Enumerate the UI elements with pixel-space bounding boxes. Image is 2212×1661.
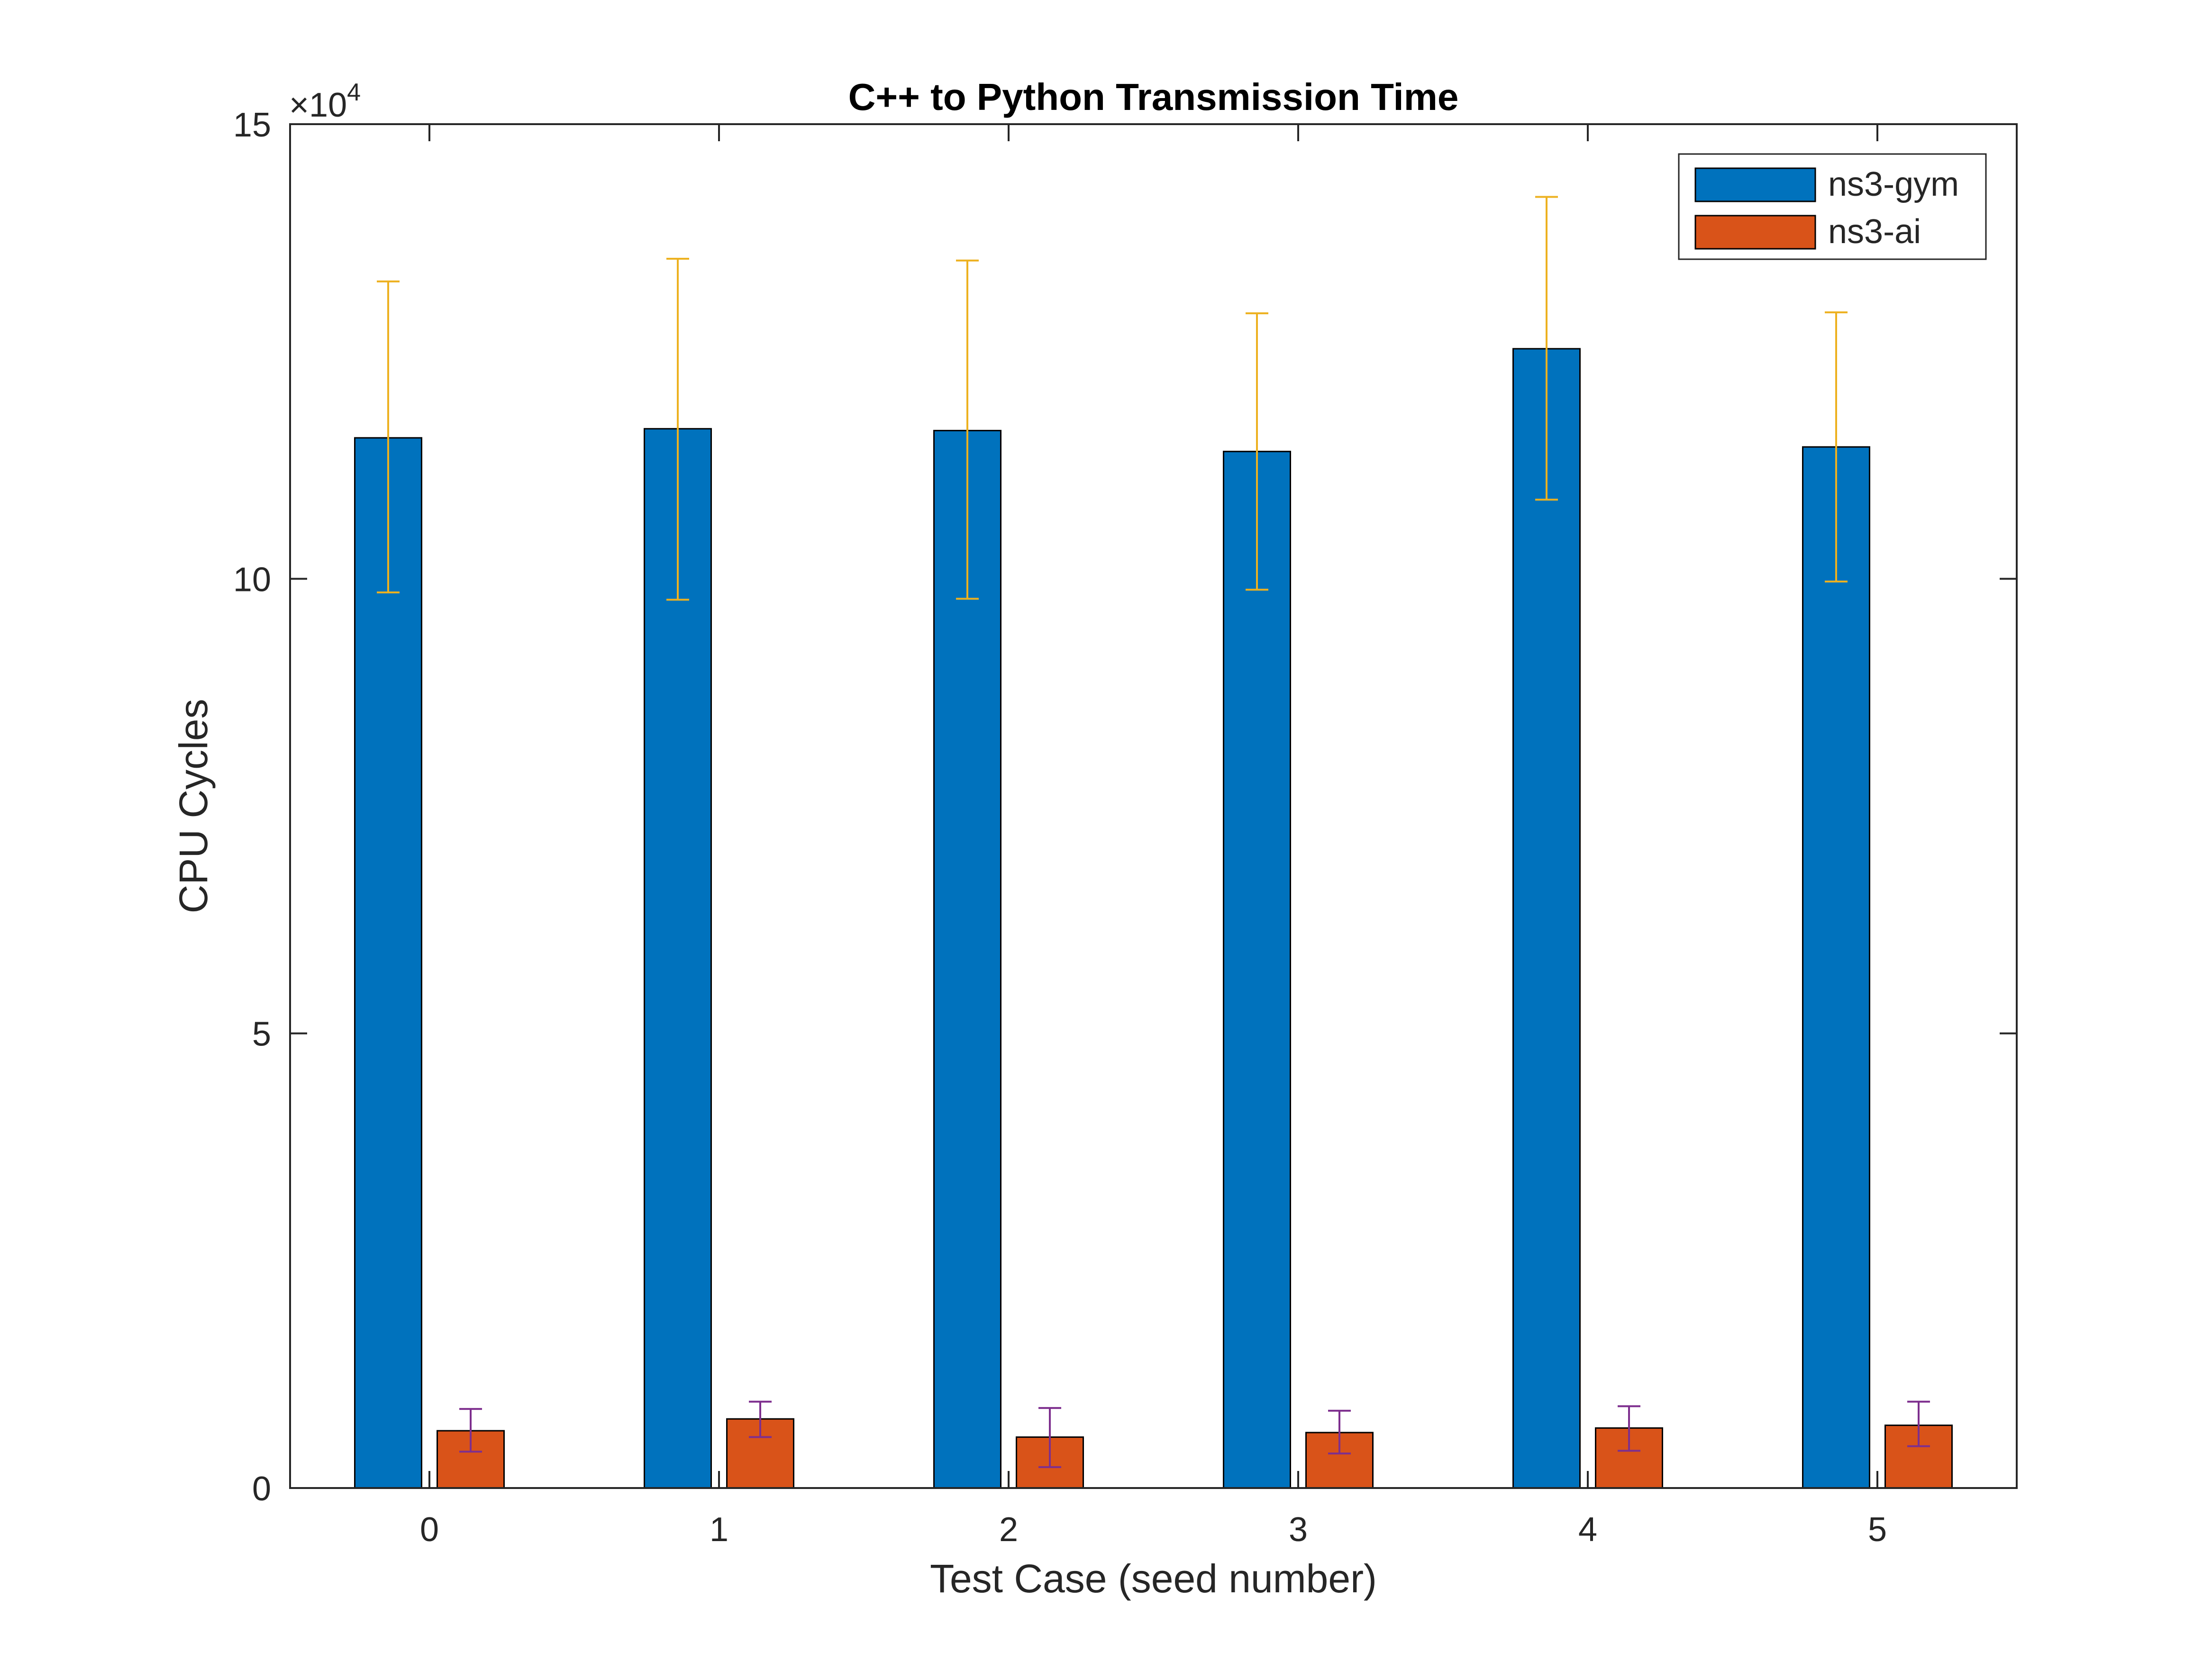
x-axis-label: Test Case (seed number) — [930, 1556, 1377, 1601]
errorbar-ns3-ai-4 — [1618, 1405, 1640, 1452]
errorbar-ns3-gym-1 — [666, 257, 689, 601]
errorbar-ns3-gym-5 — [1825, 311, 1848, 583]
y-tick-label-10: 10 — [233, 561, 271, 599]
x-tick-label-5: 5 — [1868, 1511, 1887, 1549]
bar-ns3-gym-2 — [933, 430, 1001, 1489]
errorbar-ns3-ai-3 — [1328, 1409, 1351, 1455]
y-axis-exponent-power: 4 — [347, 79, 361, 106]
axes-box — [289, 123, 2018, 1489]
x-tick-label-3: 3 — [1289, 1511, 1308, 1549]
bar-ns3-gym-5 — [1802, 446, 1870, 1489]
errorbar-ns3-gym-4 — [1535, 196, 1558, 501]
y-axis-exponent-base: ×10 — [289, 86, 347, 124]
legend-swatch — [1694, 215, 1816, 250]
y-axis-label: CPU Cycles — [171, 699, 216, 914]
plot-area — [290, 124, 2017, 1488]
y-tick-label-5: 5 — [252, 1016, 271, 1053]
errorbar-ns3-gym-0 — [377, 280, 400, 594]
legend-label: ns3-gym — [1828, 165, 1959, 203]
legend-label: ns3-ai — [1828, 213, 1921, 251]
legend-swatch — [1694, 167, 1816, 202]
bar-ns3-gym-4 — [1512, 348, 1581, 1489]
errorbar-ns3-gym-2 — [956, 259, 979, 600]
y-tick-label-15: 15 — [233, 106, 271, 144]
bars-layer — [354, 348, 1953, 1489]
bar-ns3-gym-0 — [354, 437, 422, 1489]
x-tick-label-0: 0 — [420, 1511, 439, 1549]
chart-title: C++ to Python Transmission Time — [848, 76, 1459, 118]
errorbar-ns3-ai-5 — [1907, 1400, 1930, 1447]
legend-item-ns3-ai: ns3-ai — [1694, 213, 1921, 251]
legend: ns3-gym ns3-ai — [1678, 153, 1987, 260]
errorbar-ns3-ai-2 — [1038, 1407, 1061, 1468]
legend-item-ns3-gym: ns3-gym — [1694, 165, 1959, 203]
x-tick-label-2: 2 — [999, 1511, 1018, 1549]
errorbar-ns3-ai-0 — [459, 1408, 482, 1453]
errorbars-layer — [377, 196, 1930, 1468]
y-axis-exponent: ×104 — [289, 79, 361, 124]
errorbar-ns3-ai-1 — [749, 1400, 772, 1438]
errorbar-ns3-gym-3 — [1246, 312, 1268, 591]
y-tick-label-0: 0 — [252, 1470, 271, 1508]
bar-ns3-gym-3 — [1223, 451, 1291, 1489]
x-tick-label-1: 1 — [710, 1511, 728, 1549]
x-tick-label-4: 4 — [1578, 1511, 1597, 1549]
legend-items: ns3-gym ns3-ai — [1694, 165, 1959, 251]
